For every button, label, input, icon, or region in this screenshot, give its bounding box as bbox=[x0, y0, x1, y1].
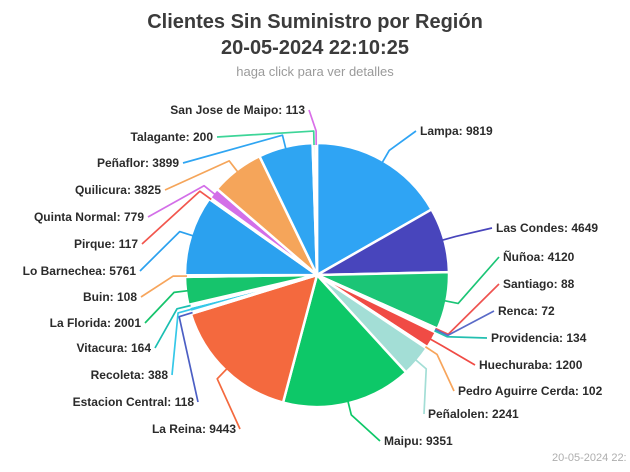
leader-line-estacion-central bbox=[178, 311, 199, 403]
slice-label-pirque: Pirque: 117 bbox=[74, 237, 138, 251]
slice-label-buin: Buin: 108 bbox=[83, 290, 137, 304]
slice-label-pedro-aguirre-cerda: Pedro Aguirre Cerda: 102 bbox=[458, 384, 603, 398]
slice-label-quinta-normal: Quinta Normal: 779 bbox=[34, 210, 144, 224]
slice-label-lampa: Lampa: 9819 bbox=[420, 124, 493, 138]
slice-label-la-florida: La Florida: 2001 bbox=[50, 316, 142, 330]
leader-line-san-jose-de-maipo bbox=[308, 109, 318, 146]
slice-label-renca: Renca: 72 bbox=[498, 304, 555, 318]
slice-label-lo-barnechea: Lo Barnechea: 5761 bbox=[23, 264, 137, 278]
slice-label-talagante: Talagante: 200 bbox=[131, 130, 214, 144]
slice-label-las-condes: Las Condes: 4649 bbox=[496, 221, 598, 235]
slice-label-maipu: Maipu: 9351 bbox=[384, 434, 453, 448]
leader-line-penaflor bbox=[182, 134, 287, 164]
leader-line-la-florida bbox=[144, 289, 189, 324]
leader-line-talagante bbox=[216, 130, 315, 146]
slice-label-san-jose-de-maipo: San Jose de Maipo: 113 bbox=[170, 103, 305, 117]
leader-line-renca bbox=[434, 310, 495, 337]
leader-line-quilicura bbox=[164, 160, 239, 191]
leader-line-pirque bbox=[141, 190, 212, 245]
slice-label-quilicura: Quilicura: 3825 bbox=[75, 183, 161, 197]
leader-line-penalolen bbox=[415, 359, 428, 415]
slice-label-vitacura: Vitacura: 164 bbox=[77, 341, 152, 355]
chart-title-line2: 20-05-2024 22:10:25 bbox=[221, 37, 409, 59]
leader-line-buin bbox=[140, 275, 188, 298]
leader-line-providencia bbox=[434, 330, 488, 339]
chart-subtitle: haga click para ver detalles bbox=[236, 64, 394, 79]
leader-line-las-condes bbox=[442, 227, 493, 242]
slice-label-huechuraba: Huechuraba: 1200 bbox=[479, 358, 583, 372]
leader-line-recoleta bbox=[171, 308, 192, 376]
slice-label-recoleta: Recoleta: 388 bbox=[91, 368, 169, 382]
slice-label-santiago: Santiago: 88 bbox=[503, 277, 575, 291]
slice-label-nunoa: Ñuñoa: 4120 bbox=[503, 249, 575, 264]
leader-line-huechuraba bbox=[429, 338, 476, 366]
leader-line-vitacura bbox=[154, 304, 191, 349]
footer-timestamp: 20-05-2024 22: bbox=[552, 452, 627, 464]
slice-label-providencia: Providencia: 134 bbox=[491, 331, 587, 345]
leader-line-quinta-normal bbox=[147, 184, 216, 218]
leader-line-pedro-aguirre-cerda bbox=[424, 346, 455, 392]
leader-line-lampa bbox=[381, 130, 417, 163]
leader-line-lo-barnechea bbox=[139, 230, 194, 272]
chart-title: Clientes Sin Suministro por Región 20-05… bbox=[0, 9, 630, 61]
slice-label-estacion-central: Estacion Central: 118 bbox=[73, 395, 195, 409]
pie-slice-san-jose-de-maipo[interactable] bbox=[314, 141, 319, 277]
leader-line-la-reina bbox=[216, 368, 241, 430]
slice-label-penaflor: Peñaflor: 3899 bbox=[97, 156, 179, 170]
slice-label-penalolen: Peñalolen: 2241 bbox=[428, 407, 519, 421]
chart-title-line1: Clientes Sin Suministro por Región bbox=[147, 11, 483, 33]
slice-label-la-reina: La Reina: 9443 bbox=[152, 422, 236, 436]
leader-line-nunoa bbox=[444, 256, 500, 305]
leader-line-maipu bbox=[347, 401, 381, 442]
